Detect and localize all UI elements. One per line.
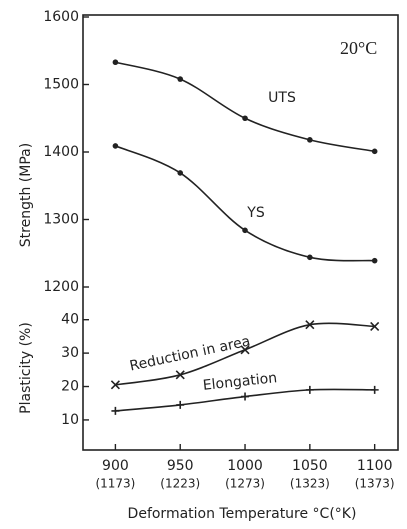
series-label: UTS — [268, 90, 296, 106]
y-axis-label: Strength (MPa) — [18, 143, 34, 247]
series-line — [115, 145, 375, 262]
point — [305, 385, 314, 394]
point — [176, 400, 185, 409]
point — [240, 345, 250, 355]
x-tick-label: 1100 — [357, 458, 393, 474]
x-tick-sublabel: (1223) — [160, 477, 200, 491]
x-tick-label: 1050 — [292, 458, 328, 474]
point — [370, 385, 379, 394]
y-tick-label: 1300 — [43, 212, 79, 228]
y-tick-label: 1400 — [43, 144, 79, 160]
plot-frame — [82, 14, 399, 451]
point — [242, 115, 248, 122]
annotation: 20°C — [340, 38, 377, 58]
point — [305, 320, 315, 330]
point — [307, 137, 313, 143]
x-tick-label: 1000 — [227, 458, 263, 474]
point — [307, 254, 313, 261]
point — [111, 406, 120, 415]
series-line — [115, 61, 375, 153]
y-tick-label: 10 — [61, 412, 79, 428]
y-tick-label: 30 — [61, 345, 79, 361]
x-tick-label: 950 — [167, 458, 194, 474]
point — [370, 321, 380, 331]
point — [242, 227, 248, 234]
point — [371, 257, 378, 264]
series-label: Elongation — [202, 370, 278, 394]
y-tick-label: 1600 — [43, 9, 79, 25]
point — [175, 370, 185, 380]
y-axis-label: Plasticity (%) — [18, 322, 34, 414]
point — [177, 170, 184, 176]
x-tick-sublabel: (1273) — [225, 477, 265, 491]
point — [241, 392, 250, 401]
y-tick-label: 40 — [61, 312, 79, 328]
point — [112, 59, 119, 66]
point — [371, 148, 378, 155]
x-tick-label: 900 — [102, 458, 129, 474]
x-tick-sublabel: (1373) — [355, 477, 395, 491]
series-label: YS — [246, 205, 265, 221]
point — [110, 380, 120, 390]
x-tick-sublabel: (1173) — [95, 477, 135, 491]
point — [177, 76, 184, 82]
y-tick-label: 1500 — [43, 77, 79, 93]
y-tick-label: 20 — [61, 379, 79, 395]
x-tick-sublabel: (1323) — [290, 477, 330, 491]
x-axis-label: Deformation Temperature °C(°K) — [128, 506, 357, 522]
y-tick-label: 1200 — [43, 279, 79, 295]
point — [112, 143, 119, 149]
